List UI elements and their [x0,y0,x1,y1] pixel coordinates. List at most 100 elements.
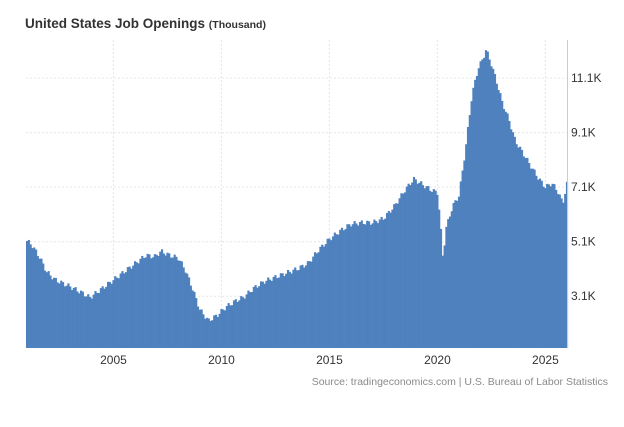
bar [481,59,484,348]
bar [438,209,441,348]
bar [470,101,473,349]
bar [31,248,34,348]
bar [117,278,120,348]
bar [162,253,165,348]
bar [335,234,338,348]
y-tick-label-5.1K: 5.1K [571,235,596,249]
bar [488,59,491,348]
bar [421,185,425,348]
bar [366,220,369,348]
x-tick-label-2005: 2005 [100,353,127,367]
bar [249,292,252,348]
bar [186,273,189,348]
bar [85,296,88,348]
bar [160,249,164,348]
bar [196,306,200,348]
bar [243,298,246,348]
bar [29,244,32,348]
bar [87,294,90,348]
bar [56,282,59,348]
bar [312,256,315,348]
bar [340,227,344,348]
bar [387,210,390,348]
bar [382,219,385,348]
bar [70,289,74,348]
bar [337,234,340,348]
bar [94,291,97,348]
bar [159,251,162,348]
bar [472,87,475,349]
bar [560,198,563,348]
bar [371,223,374,348]
bar [492,68,495,349]
bar [425,186,428,348]
bar [153,254,156,348]
bar [522,156,525,348]
x-tick-label-2010: 2010 [208,353,235,367]
bar [441,255,444,348]
bar [436,194,439,348]
bar [63,286,66,348]
bar [486,51,489,349]
bar [26,241,29,348]
bar [499,93,502,348]
bar [223,310,227,348]
bar [342,230,345,348]
bar [133,261,137,348]
bar [391,209,394,348]
bar [126,267,129,348]
bar [389,212,392,348]
bar [259,281,263,348]
bar [348,224,351,348]
bar [151,257,155,348]
bar [205,317,209,348]
bar [418,182,421,348]
bar [358,222,362,348]
bar [531,168,534,348]
bar [279,273,282,348]
bar [209,320,212,348]
chart-title-text: United States Job Openings [25,16,206,31]
bar [373,219,376,348]
bar [565,181,569,348]
bar [274,275,277,348]
bar [533,169,536,348]
bar [112,280,115,348]
bar [115,277,119,348]
bar [47,271,50,348]
bar [450,211,453,348]
bar [211,320,214,348]
bar [103,288,106,348]
bar [130,268,133,348]
bar [290,273,293,348]
bar [69,286,72,348]
bar [520,149,524,348]
bar [434,190,437,348]
bar [231,305,234,348]
bar [331,236,335,348]
bar [553,184,556,348]
bar [49,275,52,348]
bar [232,300,236,348]
bar [510,129,513,348]
bar [339,229,342,348]
bar [315,253,318,348]
bar [261,281,264,348]
bar [245,294,248,348]
bar [351,224,354,348]
bar [155,254,158,348]
bar [214,314,218,348]
bar [283,276,286,348]
y-tick-label-9.1K: 9.1K [571,126,596,140]
bar [187,277,191,348]
bar [400,193,403,348]
bar [141,255,144,348]
bar [294,267,297,348]
bar [517,147,520,348]
bar [227,303,230,348]
bar [524,158,527,348]
bar [236,301,239,348]
bar [353,221,356,348]
bar [285,273,288,348]
bar [67,283,70,348]
